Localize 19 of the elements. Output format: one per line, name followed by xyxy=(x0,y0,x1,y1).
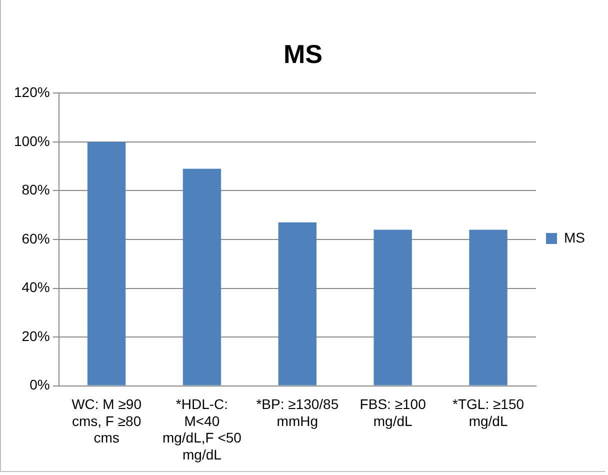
x-tick-label: *HDL-C: M<40 mg/dL,F <50 mg/dL xyxy=(162,396,242,462)
bar xyxy=(87,142,126,386)
x-tick-label: *TGL: ≥150 mg/dL xyxy=(452,396,524,429)
legend-label: MS xyxy=(564,229,585,246)
y-tick-label: 20% xyxy=(22,328,50,344)
x-tick-label: WC: M ≥90 cms, F ≥80 cms xyxy=(72,396,142,446)
x-tick-label: *BP: ≥130/85 mmHg xyxy=(256,396,339,429)
y-tick-label: 0% xyxy=(30,376,50,393)
bar xyxy=(374,230,412,386)
x-tick-label: FBS: ≥100 mg/dL xyxy=(360,396,426,429)
bar xyxy=(278,222,316,386)
chart-title: MS xyxy=(284,38,322,69)
bar xyxy=(182,168,222,386)
y-tick-label: 120% xyxy=(14,84,50,100)
y-tick-label: 60% xyxy=(22,230,50,246)
bar xyxy=(469,230,508,386)
y-tick-label: 40% xyxy=(22,279,50,296)
y-tick-label: 80% xyxy=(22,182,50,198)
y-tick-label: 100% xyxy=(14,132,50,149)
